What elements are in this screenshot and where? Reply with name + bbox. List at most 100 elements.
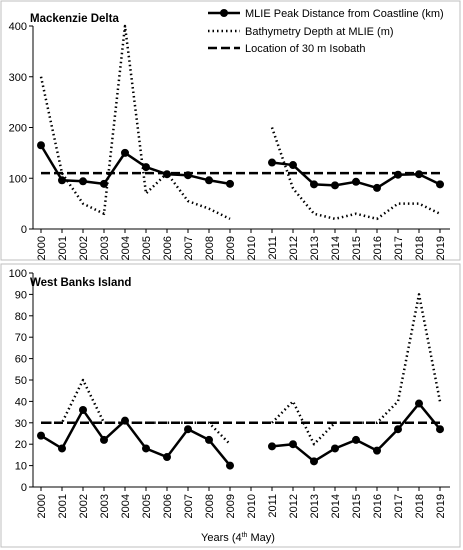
data-point: [142, 444, 150, 453]
x-tick-label: 2000: [36, 494, 48, 518]
x-tick-label: 2013: [309, 236, 321, 260]
top-chart-title: Mackenzie Delta: [30, 13, 119, 25]
series-line-dotted: [271, 293, 442, 446]
bottom-chart-series: [37, 293, 444, 470]
data-point: [79, 405, 87, 414]
x-tick-label: 2009: [225, 236, 237, 260]
data-point: [331, 181, 339, 190]
data-point: [289, 440, 297, 449]
data-point: [436, 425, 444, 434]
legend-marker-mlie: [220, 9, 228, 17]
y-tick-label: 50: [15, 375, 27, 387]
data-point: [268, 158, 276, 167]
data-point: [205, 435, 213, 444]
data-point: [226, 179, 234, 188]
x-tick-label: 2015: [351, 494, 363, 518]
x-tick-label: 2009: [225, 494, 237, 518]
x-tick-label: 2006: [162, 236, 174, 260]
y-tick-label: 90: [15, 289, 27, 301]
x-tick-label: 2004: [120, 494, 132, 518]
data-point: [352, 435, 360, 444]
x-tick-label: 2012: [288, 236, 300, 260]
x-tick-label: 2018: [414, 494, 426, 518]
x-tick-label: 2011: [267, 494, 279, 518]
x-tick-label: 2015: [351, 236, 363, 260]
x-tick-label: 2010: [246, 236, 258, 260]
x-tick-label: 2003: [99, 236, 111, 260]
data-point: [415, 399, 423, 408]
x-tick-label: 2002: [78, 236, 90, 260]
y-tick-label: 400: [9, 21, 27, 33]
data-point: [37, 141, 45, 150]
x-tick-label: 2013: [309, 494, 321, 518]
x-tick-label: 2005: [141, 236, 153, 260]
top-panel-frame: [0, 0, 461, 261]
x-tick-label: 2017: [393, 494, 405, 518]
data-point: [289, 161, 297, 170]
series-line-solid-markers: [39, 144, 231, 186]
x-tick-label: 2008: [204, 494, 216, 518]
series-line-dotted: [270, 127, 441, 221]
y-tick-label: 60: [15, 354, 27, 366]
x-tick-label: 2007: [183, 494, 195, 518]
y-tick-label: 100: [9, 173, 27, 185]
data-point: [100, 179, 108, 188]
data-point: [121, 148, 129, 157]
data-point: [184, 425, 192, 434]
data-point: [310, 457, 318, 466]
data-point: [394, 170, 402, 179]
y-tick-label: 0: [21, 224, 27, 236]
data-point: [37, 431, 45, 440]
y-tick-label: 30: [15, 418, 27, 430]
series-line-solid-markers: [40, 408, 231, 467]
x-tick-label: 2017: [393, 236, 405, 260]
x-tick-label: 2011: [267, 236, 279, 260]
x-tick-label: 2006: [162, 494, 174, 518]
x-tick-label: 2007: [183, 236, 195, 260]
x-tick-label: 2001: [57, 494, 69, 518]
y-tick-label: 100: [9, 268, 27, 280]
data-point: [205, 176, 213, 185]
bottom-panel-frame: [0, 263, 461, 548]
y-tick-label: 0: [21, 482, 27, 494]
data-point: [226, 461, 234, 470]
y-tick-label: 200: [9, 123, 27, 135]
y-tick-label: 20: [15, 439, 27, 451]
x-tick-label: 2002: [78, 494, 90, 518]
x-tick-label: 2018: [414, 236, 426, 260]
data-point: [352, 177, 360, 186]
y-tick-label: 70: [15, 332, 27, 344]
x-tick-label: 2003: [99, 494, 111, 518]
legend-label-mlie: MLIE Peak Distance from Coastline (km): [245, 8, 444, 20]
y-tick-label: 80: [15, 311, 27, 323]
legend-label-bathymetry: Bathymetry Depth at MLIE (m): [245, 26, 394, 38]
data-point: [436, 180, 444, 189]
series-line-dotted: [39, 24, 231, 220]
top-chart-axes: 0 100 200 300 400 2000 2001 2002 2003 2004 2005 200…: [9, 21, 450, 260]
data-point: [310, 180, 318, 189]
x-axis-label: Years (4th May): [201, 532, 275, 544]
x-tick-label: 2019: [435, 236, 447, 260]
x-tick-label: 2000: [36, 236, 48, 260]
x-axis-label-pre: Years (4: [201, 532, 242, 544]
data-point: [373, 446, 381, 455]
data-point: [142, 163, 150, 172]
legend: MLIE Peak Distance from Coastline (km) B…: [208, 8, 444, 55]
x-tick-label: 2016: [372, 494, 384, 518]
y-tick-label: 10: [15, 461, 27, 473]
data-point: [394, 425, 402, 434]
data-point: [268, 442, 276, 451]
x-tick-label: 2010: [246, 494, 258, 518]
legend-label-isobath: Location of 30 m Isobath: [245, 43, 365, 55]
x-tick-label: 2001: [57, 236, 69, 260]
data-point: [163, 453, 171, 462]
data-point: [373, 183, 381, 192]
data-point: [100, 435, 108, 444]
data-point: [58, 444, 66, 453]
x-tick-label: 2014: [330, 494, 342, 518]
x-axis-label-post: May): [247, 532, 275, 544]
data-point: [331, 444, 339, 453]
x-tick-label: 2014: [330, 236, 342, 260]
x-tick-label: 2016: [372, 236, 384, 260]
